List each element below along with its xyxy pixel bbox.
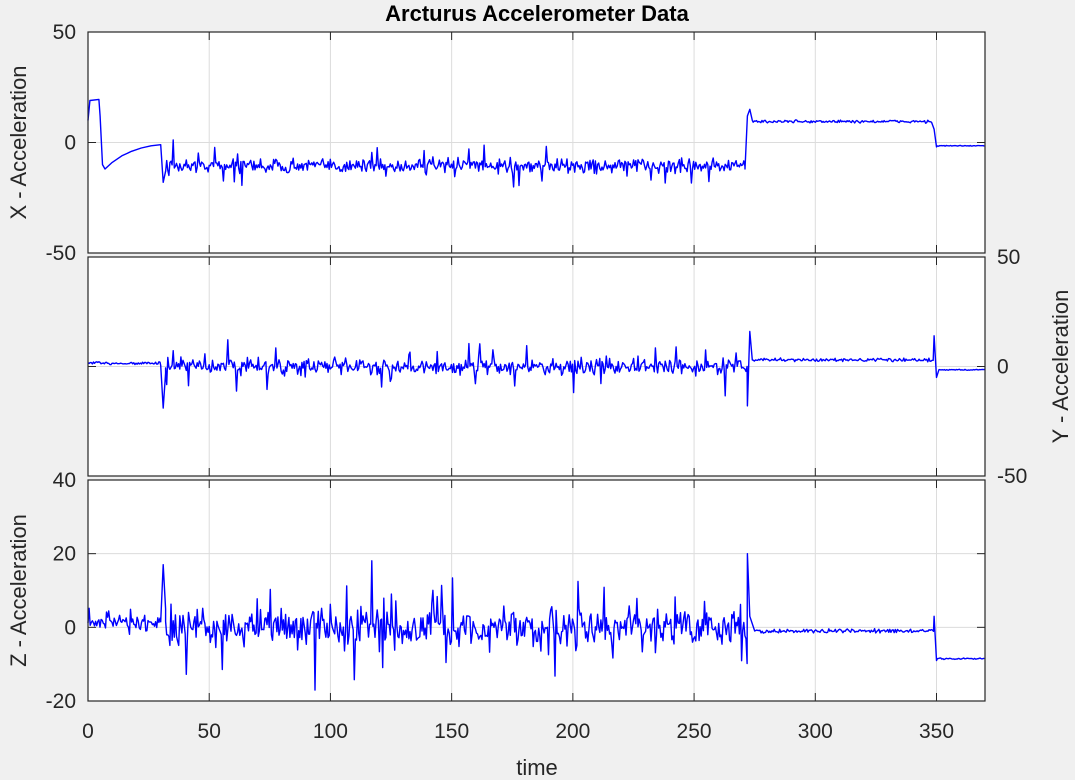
x-tick-label: 100 — [313, 720, 348, 743]
axes-frame-z — [87, 479, 986, 702]
x-tick-label: 300 — [798, 720, 833, 743]
y-tick-label-x: -50 — [46, 242, 76, 265]
subplot-x: -50 0 50 X - Acceleration — [6, 21, 986, 265]
y-axis-label-z: Z - Acceleration — [6, 514, 31, 667]
chart-title: Arcturus Accelerometer Data — [385, 1, 689, 26]
y-tick-label-x: 0 — [64, 132, 76, 155]
x-tick-label: 150 — [434, 720, 469, 743]
y-tick-label-x: 50 — [53, 21, 76, 44]
subplot-panels: -50 0 50 X - Acceleration -50 0 50 Y - Accelera… — [6, 21, 1073, 713]
data-line-y — [87, 330, 985, 409]
y-axis-label-y: Y - Acceleration — [1048, 290, 1073, 444]
x-tick-label: 0 — [82, 720, 94, 743]
y-tick-label-z: -20 — [46, 690, 76, 713]
y-tick-label-z: 20 — [53, 543, 76, 566]
subplot-y: -50 0 50 Y - Acceleration — [87, 246, 1073, 488]
y-tick-label-z: 40 — [53, 469, 76, 492]
y-axis-label-x: X - Acceleration — [6, 65, 31, 219]
plot-area-z — [88, 480, 985, 701]
x-tick-labels: 0 50 100 150 200 250 300 350 — [82, 720, 954, 743]
y-tick-label-z: 0 — [64, 616, 76, 639]
x-tick-label: 50 — [198, 720, 221, 743]
x-tick-label: 200 — [555, 720, 590, 743]
data-line-z — [87, 553, 985, 691]
data-line-x — [87, 98, 985, 188]
x-tick-label: 350 — [919, 720, 954, 743]
subplot-z: -20 0 20 40 Z - Acceleration — [6, 469, 986, 713]
x-tick-label: 250 — [677, 720, 712, 743]
y-tick-label-y: 0 — [997, 356, 1009, 379]
x-axis-label: time — [516, 755, 558, 780]
y-tick-label-y: 50 — [997, 246, 1020, 269]
y-tick-label-y: -50 — [997, 465, 1027, 488]
